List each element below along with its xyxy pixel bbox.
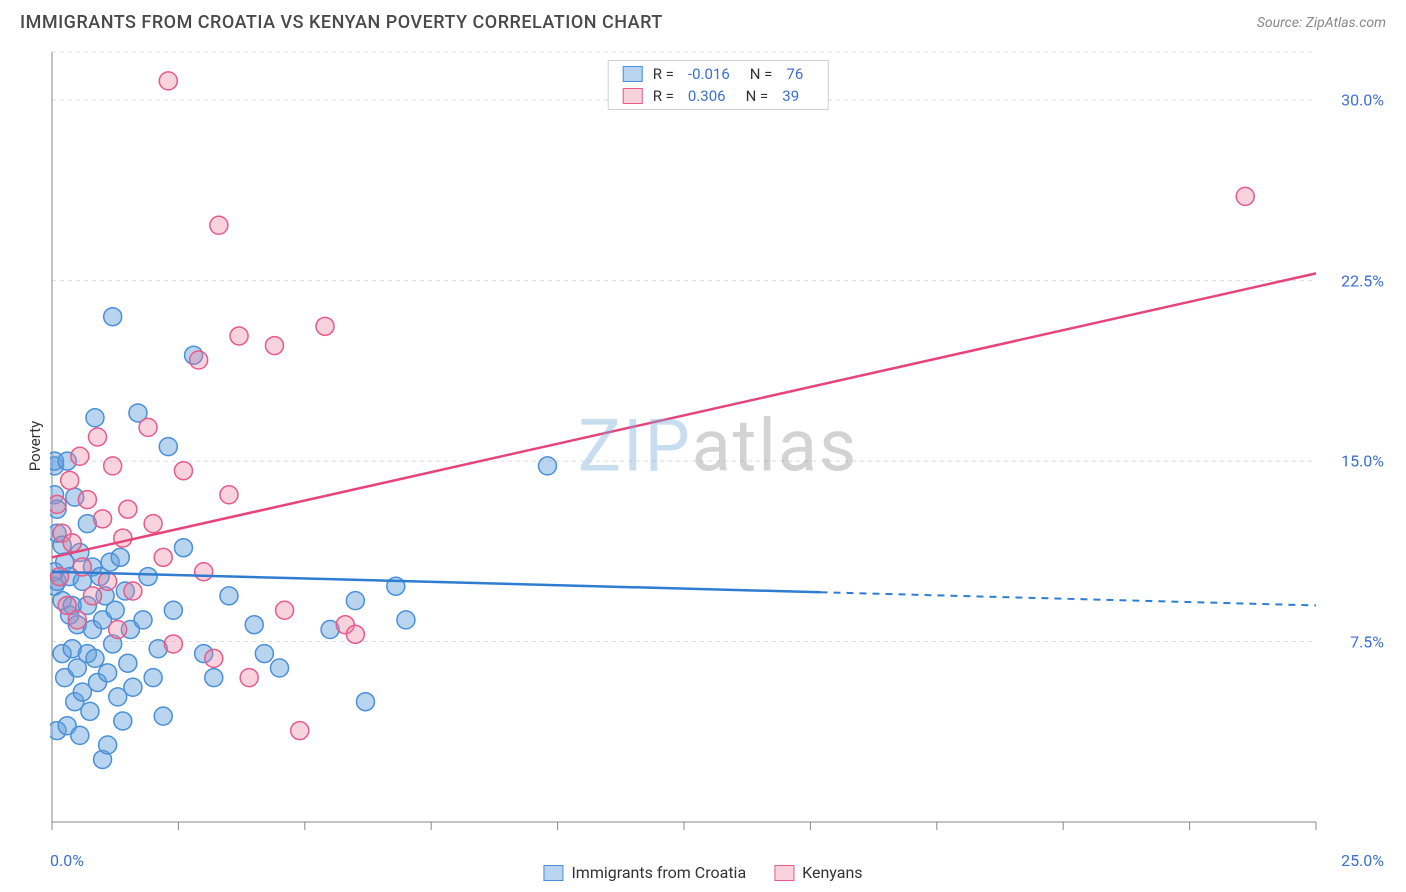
- legend-item-kenyans: Kenyans: [774, 863, 862, 882]
- r-value-kenyans: 0.306: [688, 87, 726, 105]
- y-tick-label: 7.5%: [1350, 632, 1384, 651]
- header: IMMIGRANTS FROM CROATIA VS KENYAN POVERT…: [0, 0, 1406, 41]
- n-value-croatia: 76: [786, 65, 803, 83]
- correlation-legend: R = -0.016 N = 76 R = 0.306 N = 39: [608, 60, 829, 110]
- chart-title: IMMIGRANTS FROM CROATIA VS KENYAN POVERT…: [20, 12, 663, 33]
- bottom-legend: Immigrants from Croatia Kenyans: [543, 863, 862, 882]
- y-axis-label: Poverty: [26, 421, 44, 471]
- r-label: R =: [653, 87, 674, 105]
- legend-label-croatia: Immigrants from Croatia: [571, 863, 746, 882]
- swatch-pink-icon: [774, 865, 794, 881]
- x-tick-label: 25.0%: [1341, 851, 1384, 870]
- corr-legend-row-kenyans: R = 0.306 N = 39: [609, 85, 828, 107]
- x-tick-label: 0.0%: [50, 851, 84, 870]
- legend-label-kenyans: Kenyans: [802, 863, 862, 882]
- swatch-pink-icon: [623, 88, 643, 104]
- y-tick-label: 15.0%: [1341, 452, 1384, 471]
- n-label: N =: [746, 87, 769, 105]
- y-tick-label: 22.5%: [1341, 271, 1384, 290]
- swatch-blue-icon: [623, 66, 643, 82]
- chart-container: R = -0.016 N = 76 R = 0.306 N = 39 ZIPat…: [50, 50, 1386, 842]
- r-value-croatia: -0.016: [688, 65, 730, 83]
- r-label: R =: [653, 65, 674, 83]
- y-tick-label: 30.0%: [1341, 91, 1384, 110]
- swatch-blue-icon: [543, 865, 563, 881]
- corr-legend-row-croatia: R = -0.016 N = 76: [609, 63, 828, 85]
- n-label: N =: [750, 65, 773, 83]
- scatter-plot: [50, 50, 1386, 842]
- legend-item-croatia: Immigrants from Croatia: [543, 863, 746, 882]
- n-value-kenyans: 39: [782, 87, 799, 105]
- source-attribution: Source: ZipAtlas.com: [1257, 15, 1386, 31]
